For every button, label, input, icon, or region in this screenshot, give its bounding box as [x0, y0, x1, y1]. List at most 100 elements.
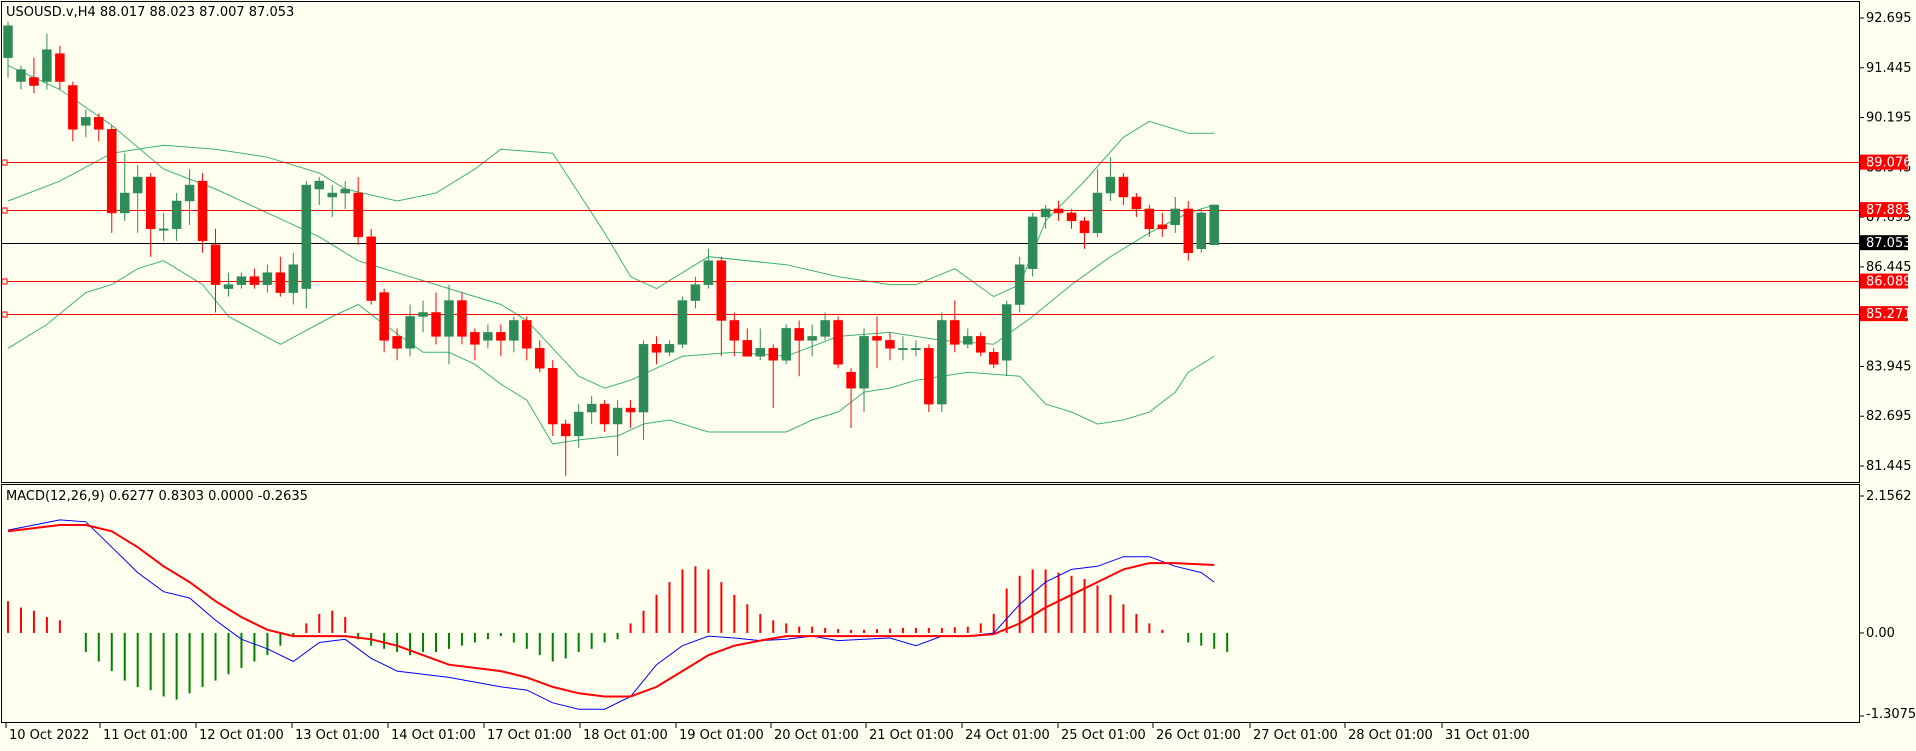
level-price-tag-label: 89.076 [1866, 156, 1912, 171]
level-price-tag [1860, 273, 1908, 289]
candle-body [392, 336, 402, 349]
candle-body [1196, 212, 1206, 250]
candle-body [249, 276, 260, 285]
candle-body [379, 292, 389, 341]
candles [3, 21, 1219, 476]
candle-body [950, 320, 960, 345]
candle-body [275, 272, 286, 293]
candle-body [1092, 192, 1103, 234]
x-tick-label: 21 Oct 01:00 [869, 728, 954, 743]
candle-body [68, 85, 78, 130]
y-tick-label: 86.445 [1866, 260, 1912, 275]
candle-body [444, 300, 454, 337]
candle-body [418, 312, 428, 317]
macd-indicator [7, 519, 1229, 710]
candle-body [651, 344, 662, 353]
x-tick-label: 20 Oct 01:00 [774, 728, 859, 743]
candle-body [547, 367, 558, 425]
price-tags: 89.076 87.883 86.089 85.271 87.053 [1860, 154, 1912, 322]
price-pane-border [1, 1, 1860, 483]
candle-body [132, 176, 143, 194]
x-tick-label: 14 Oct 01:00 [391, 728, 476, 743]
macd-pane-border [1, 484, 1860, 723]
candle-body [1157, 224, 1168, 230]
y-tick-label: 82.695 [1866, 409, 1912, 424]
candle-body [794, 328, 804, 341]
candle-body [171, 200, 182, 230]
candle-body [612, 407, 623, 425]
macd-y-tick-label: -1.3075 [1866, 707, 1916, 722]
candle-body [81, 117, 91, 126]
level-price-tag [1860, 154, 1908, 170]
y-tick-label: 81.445 [1866, 459, 1912, 474]
macd-header: MACD(12,26,9) 0.6277 0.8303 0.0000 -0.26… [6, 489, 308, 504]
candle-body [301, 184, 312, 289]
candle-body [158, 228, 169, 231]
y-tick-label: 90.195 [1866, 111, 1912, 126]
candle-body [340, 188, 350, 194]
candle-body [405, 316, 415, 349]
x-tick-label: 27 Oct 01:00 [1253, 728, 1338, 743]
candle-body [677, 300, 688, 345]
candle-body [94, 117, 104, 130]
candle-body [690, 284, 701, 301]
candle-body [988, 352, 999, 365]
chart-frame [1, 1, 1860, 723]
level-price-tag [1860, 306, 1908, 322]
candle-body [470, 332, 480, 345]
candle-body [55, 53, 65, 82]
candle-body [911, 348, 921, 351]
candle-body [807, 336, 817, 341]
current-price-tag [1860, 235, 1908, 251]
candle-body [599, 403, 610, 425]
candle-body [638, 344, 649, 413]
band-middle-line [7, 65, 1215, 389]
candle-body [664, 344, 675, 353]
candle-body [496, 332, 506, 341]
macd-y-tick-label: 2.1562 [1866, 489, 1912, 504]
candle-body [560, 423, 571, 437]
candle-body [573, 411, 584, 437]
x-tick-label: 26 Oct 01:00 [1156, 728, 1241, 743]
level-price-tag-label: 87.883 [1866, 203, 1912, 218]
candle-body [898, 348, 908, 351]
macd-y-tick-label: 0.00 [1866, 626, 1895, 641]
candle-body [833, 320, 843, 365]
candle-body [262, 272, 273, 285]
candle-body [937, 320, 947, 405]
candle-body [1053, 208, 1064, 214]
x-tick-label: 13 Oct 01:00 [295, 728, 380, 743]
candle-body [29, 77, 39, 86]
candle-body [184, 184, 195, 202]
candle-body [1170, 208, 1181, 226]
candle-body [1105, 176, 1116, 194]
level-price-tag [1860, 202, 1908, 218]
candle-body [1040, 208, 1051, 218]
candle-body [625, 407, 636, 413]
y-tick-label: 83.945 [1866, 359, 1912, 374]
candle-body [236, 276, 247, 285]
candle-body [119, 192, 130, 214]
candle-body [353, 192, 363, 238]
candle-body [1014, 264, 1025, 305]
candle-body [781, 328, 791, 361]
y-tick-label: 92.695 [1866, 11, 1912, 26]
candle-body [1144, 208, 1155, 230]
level-marker [1, 207, 8, 214]
candle-body [1027, 216, 1038, 269]
x-tick-label: 28 Oct 01:00 [1348, 728, 1433, 743]
horizontal-levels [1, 159, 1859, 318]
candle-body [859, 336, 869, 389]
candle-body [885, 340, 895, 349]
candle-body [1131, 196, 1142, 210]
candle-body [366, 236, 376, 301]
candle-body [586, 403, 597, 413]
candle-body [210, 244, 221, 285]
level-price-tag-label: 85.271 [1866, 307, 1912, 322]
x-tick-label: 25 Oct 01:00 [1061, 728, 1146, 743]
candle-body [924, 348, 934, 405]
candle-body [729, 320, 740, 341]
candle-body [16, 69, 26, 82]
